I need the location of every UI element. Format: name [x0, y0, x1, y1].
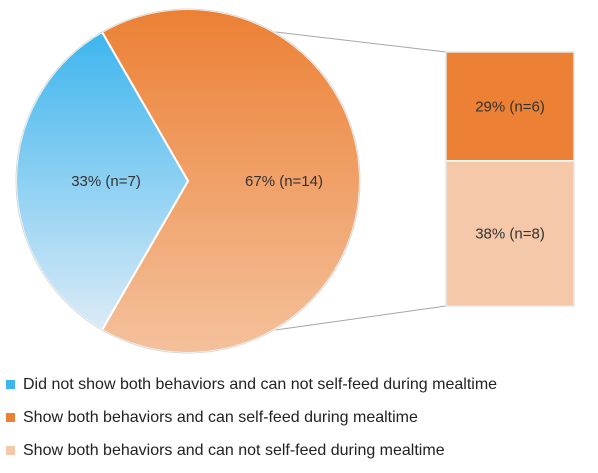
pie-slices [15, 8, 361, 354]
bar-segment-can-not-self-feed [445, 160, 575, 307]
pie-slice-label: 33% (n=7) [71, 173, 141, 190]
legend-label: Did not show both behaviors and can not … [23, 375, 498, 393]
bar-segment-label: 29% (n=6) [475, 98, 545, 115]
connector-lines [273, 31, 447, 331]
pie-slice-label: 67% (n=14) [245, 173, 323, 190]
legend-swatch [6, 446, 15, 455]
pie-of-bar-chart: 33% (n=7) 67% (n=14) 29% (n=6) 38% (n=8) [15, 8, 575, 354]
connector-line [273, 31, 447, 53]
bar-segment-label: 38% (n=8) [475, 225, 545, 242]
legend-swatch [6, 413, 15, 422]
legend-item-did-not-show: Did not show both behaviors and can not … [6, 368, 598, 401]
bar-outline [445, 51, 575, 307]
data-labels: 33% (n=7) 67% (n=14) 29% (n=6) 38% (n=8) [71, 98, 545, 242]
connector-line [273, 305, 447, 331]
legend-label: Show both behaviors and can self-feed du… [23, 408, 418, 426]
legend-item-can-self-feed: Show both behaviors and can self-feed du… [6, 401, 598, 434]
pie-outline [15, 8, 361, 354]
legend-swatch [6, 380, 15, 389]
legend: Did not show both behaviors and can not … [6, 368, 598, 467]
breakdown-bar [445, 51, 575, 307]
legend-label: Show both behaviors and can not self-fee… [23, 441, 445, 459]
legend-item-can-not-self-feed: Show both behaviors and can not self-fee… [6, 434, 598, 467]
